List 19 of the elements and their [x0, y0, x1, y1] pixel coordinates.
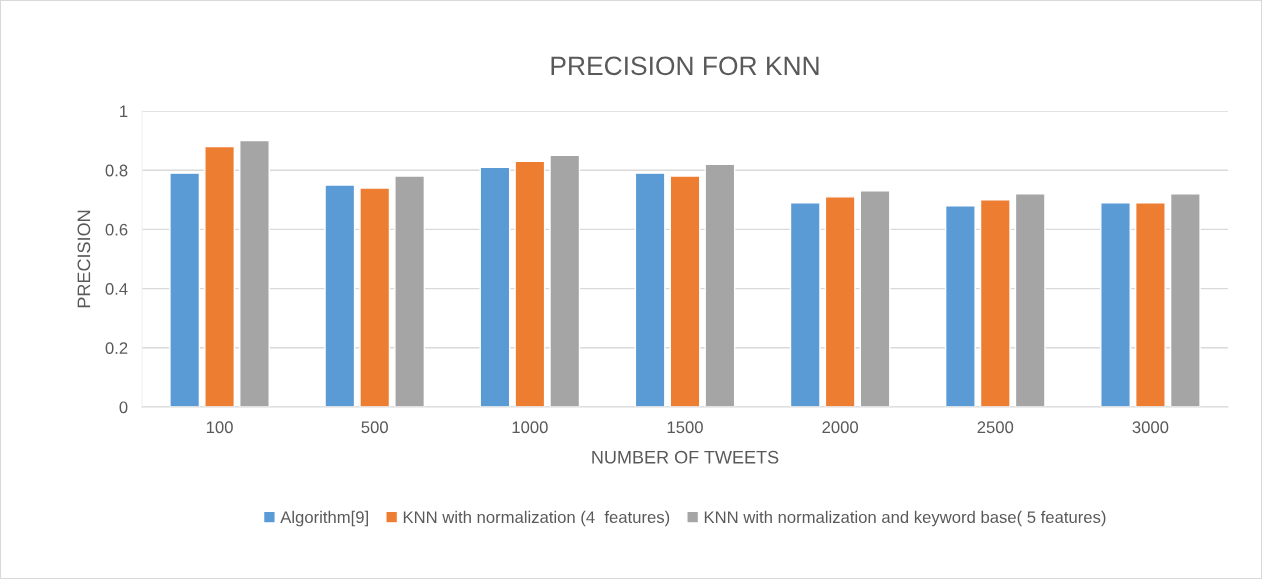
y-tick-label: 0.8: [105, 164, 128, 177]
y-axis-title: PRECISION: [77, 210, 91, 308]
x-axis-title: NUMBER OF TWEETS: [592, 450, 779, 464]
x-tick-label: 2500: [977, 421, 1014, 434]
x-tick-label: 2000: [822, 421, 859, 434]
y-tick-label: 0: [119, 401, 128, 414]
legend-label: Algorithm[9]: [280, 510, 368, 527]
x-tick-label: 1000: [512, 421, 548, 434]
legend-label: KNN with normalization (4 features): [403, 510, 670, 527]
y-tick-label: 0.6: [105, 223, 128, 236]
y-tick-label: 0.2: [105, 342, 128, 354]
legend-label: KNN with normalization and keyword base( 5 features): [704, 510, 1106, 527]
x-tick-label: 100: [206, 421, 233, 434]
x-tick-label: 1500: [667, 421, 703, 434]
y-tick-label: 0.4: [105, 283, 128, 295]
y-tick-label: 1: [120, 105, 128, 118]
chart-title: PRECISION FOR KNN: [551, 56, 819, 76]
x-tick-label: 3000: [1132, 421, 1169, 434]
x-tick-label: 500: [361, 421, 388, 434]
